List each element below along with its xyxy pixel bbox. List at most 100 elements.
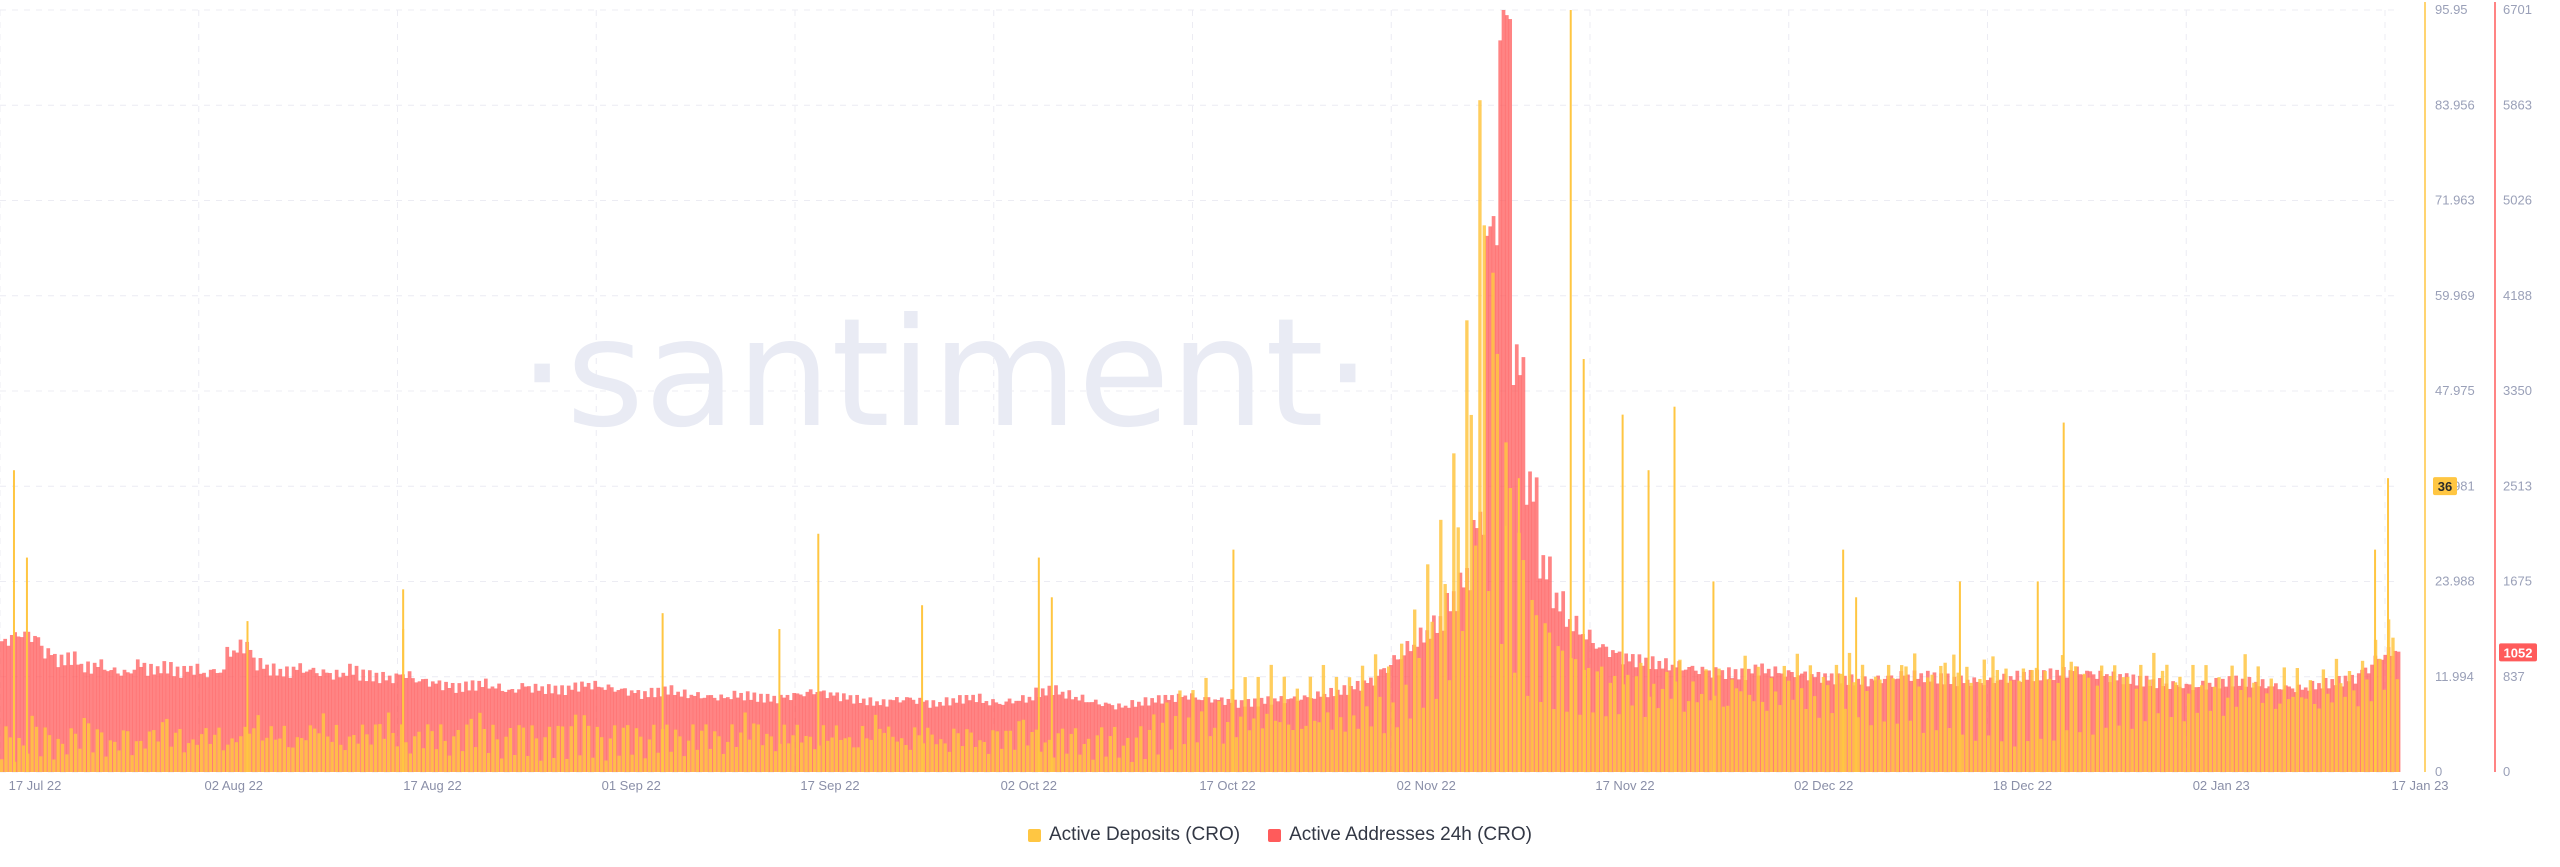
- deposit-bar: [1804, 709, 1808, 772]
- deposit-bar: [395, 746, 399, 772]
- deposit-bar: [139, 740, 143, 772]
- address-bar: [1538, 578, 1542, 772]
- deposit-spike-bar: [1647, 470, 1650, 772]
- address-bar: [311, 667, 316, 772]
- deposit-bar: [304, 740, 308, 772]
- deposit-bar: [1678, 659, 1682, 772]
- address-bar: [676, 691, 680, 772]
- address-bar: [1780, 673, 1784, 772]
- deposit-bar: [1326, 712, 1330, 772]
- deposit-bar: [1900, 665, 1904, 772]
- deposit-bar: [1826, 685, 1830, 772]
- deposit-bar: [186, 743, 191, 772]
- deposit-bar: [130, 755, 134, 772]
- address-bar: [66, 652, 71, 772]
- address-bar: [1604, 646, 1609, 772]
- deposit-bar: [1052, 757, 1056, 772]
- deposit-bar: [60, 743, 65, 772]
- deposit-bar: [2104, 727, 2108, 772]
- deposit-bar: [2252, 682, 2256, 772]
- address-bar: [941, 705, 946, 772]
- chart-area: ·santiment· 17 Jul 22 02 Aug 22 17 Aug 22 0…: [0, 2, 2537, 793]
- deposit-bar: [34, 726, 39, 772]
- deposit-bar: [1691, 681, 1695, 772]
- legend-item-deposits[interactable]: Active Deposits (CRO): [1028, 824, 1240, 846]
- deposit-bar: [143, 748, 147, 772]
- series-active-deposits: [0, 10, 2399, 773]
- deposit-bar: [452, 736, 456, 772]
- address-bar: [1524, 504, 1529, 772]
- address-bar: [162, 661, 167, 772]
- address-bar: [686, 698, 690, 772]
- deposit-bar: [56, 738, 60, 772]
- deposit-bar: [1156, 754, 1160, 772]
- address-bar: [298, 663, 303, 772]
- address-bar: [420, 679, 425, 772]
- deposit-bar: [843, 738, 847, 772]
- address-bar: [984, 701, 989, 772]
- address-bar: [367, 670, 372, 772]
- deposit-bar: [2343, 696, 2347, 772]
- deposit-bar: [1752, 701, 1756, 772]
- deposit-spike-bar: [1517, 478, 1520, 772]
- address-bar: [324, 672, 329, 772]
- deposit-spike-bar: [1050, 597, 1053, 772]
- deposit-bar: [500, 758, 504, 772]
- deposit-bar: [1956, 672, 1960, 772]
- deposit-bar: [521, 727, 526, 772]
- deposit-bar: [2226, 697, 2230, 772]
- address-bar: [1471, 519, 1476, 772]
- deposit-bar: [769, 736, 773, 772]
- address-bar: [977, 693, 982, 772]
- deposit-bar: [560, 726, 565, 772]
- deposit-bar: [213, 734, 217, 772]
- deposit-bar: [695, 749, 699, 772]
- deposit-bar: [926, 727, 930, 772]
- deposit-bar: [230, 738, 234, 772]
- deposit-bar: [808, 736, 813, 772]
- address-bar: [1219, 697, 1224, 772]
- address-bar: [102, 669, 107, 772]
- deposit-bar: [1473, 545, 1478, 772]
- deposit-bar: [2043, 670, 2047, 772]
- deposit-bar: [517, 725, 521, 772]
- address-bar: [1083, 702, 1088, 772]
- address-bar: [540, 686, 545, 772]
- deposit-spike-bar: [1504, 525, 1507, 772]
- address-bar: [928, 707, 932, 772]
- deposit-bar: [2395, 679, 2399, 772]
- address-bar: [908, 697, 913, 772]
- legend-item-addresses[interactable]: Active Addresses 24h (CRO): [1268, 824, 1532, 846]
- deposit-bar: [1073, 728, 1078, 772]
- deposit-bar: [1378, 696, 1382, 772]
- deposit-bar: [1034, 729, 1039, 772]
- deposit-bar: [2130, 728, 2134, 772]
- deposit-bar: [1269, 664, 1273, 772]
- address-bar: [291, 666, 296, 772]
- deposit-bar: [469, 718, 473, 772]
- deposit-spike-bar: [2387, 478, 2390, 772]
- deposit-bar: [1282, 676, 1286, 772]
- address-bar: [1262, 703, 1267, 772]
- address-bar: [122, 669, 127, 772]
- deposit-bar: [1217, 701, 1221, 772]
- address-bar: [722, 698, 727, 772]
- address-bar: [1640, 665, 1645, 772]
- address-bar: [772, 695, 777, 772]
- address-bar: [1617, 651, 1622, 772]
- deposit-bar: [152, 730, 156, 772]
- address-bar: [62, 665, 67, 772]
- address-bar: [261, 668, 266, 772]
- address-bar: [1935, 683, 1940, 772]
- deposit-bar: [2113, 665, 2117, 772]
- deposit-bar: [1939, 665, 1943, 772]
- deposit-bar: [1134, 737, 1139, 772]
- deposit-bar: [1856, 717, 1860, 772]
- x-tick-label: 17 Aug 22: [403, 778, 462, 793]
- deposit-bar: [1056, 733, 1060, 772]
- deposit-bar: [860, 725, 865, 772]
- address-bar: [1514, 344, 1519, 772]
- address-bar: [1932, 672, 1937, 772]
- address-bar: [934, 706, 939, 772]
- deposit-bar: [434, 749, 439, 772]
